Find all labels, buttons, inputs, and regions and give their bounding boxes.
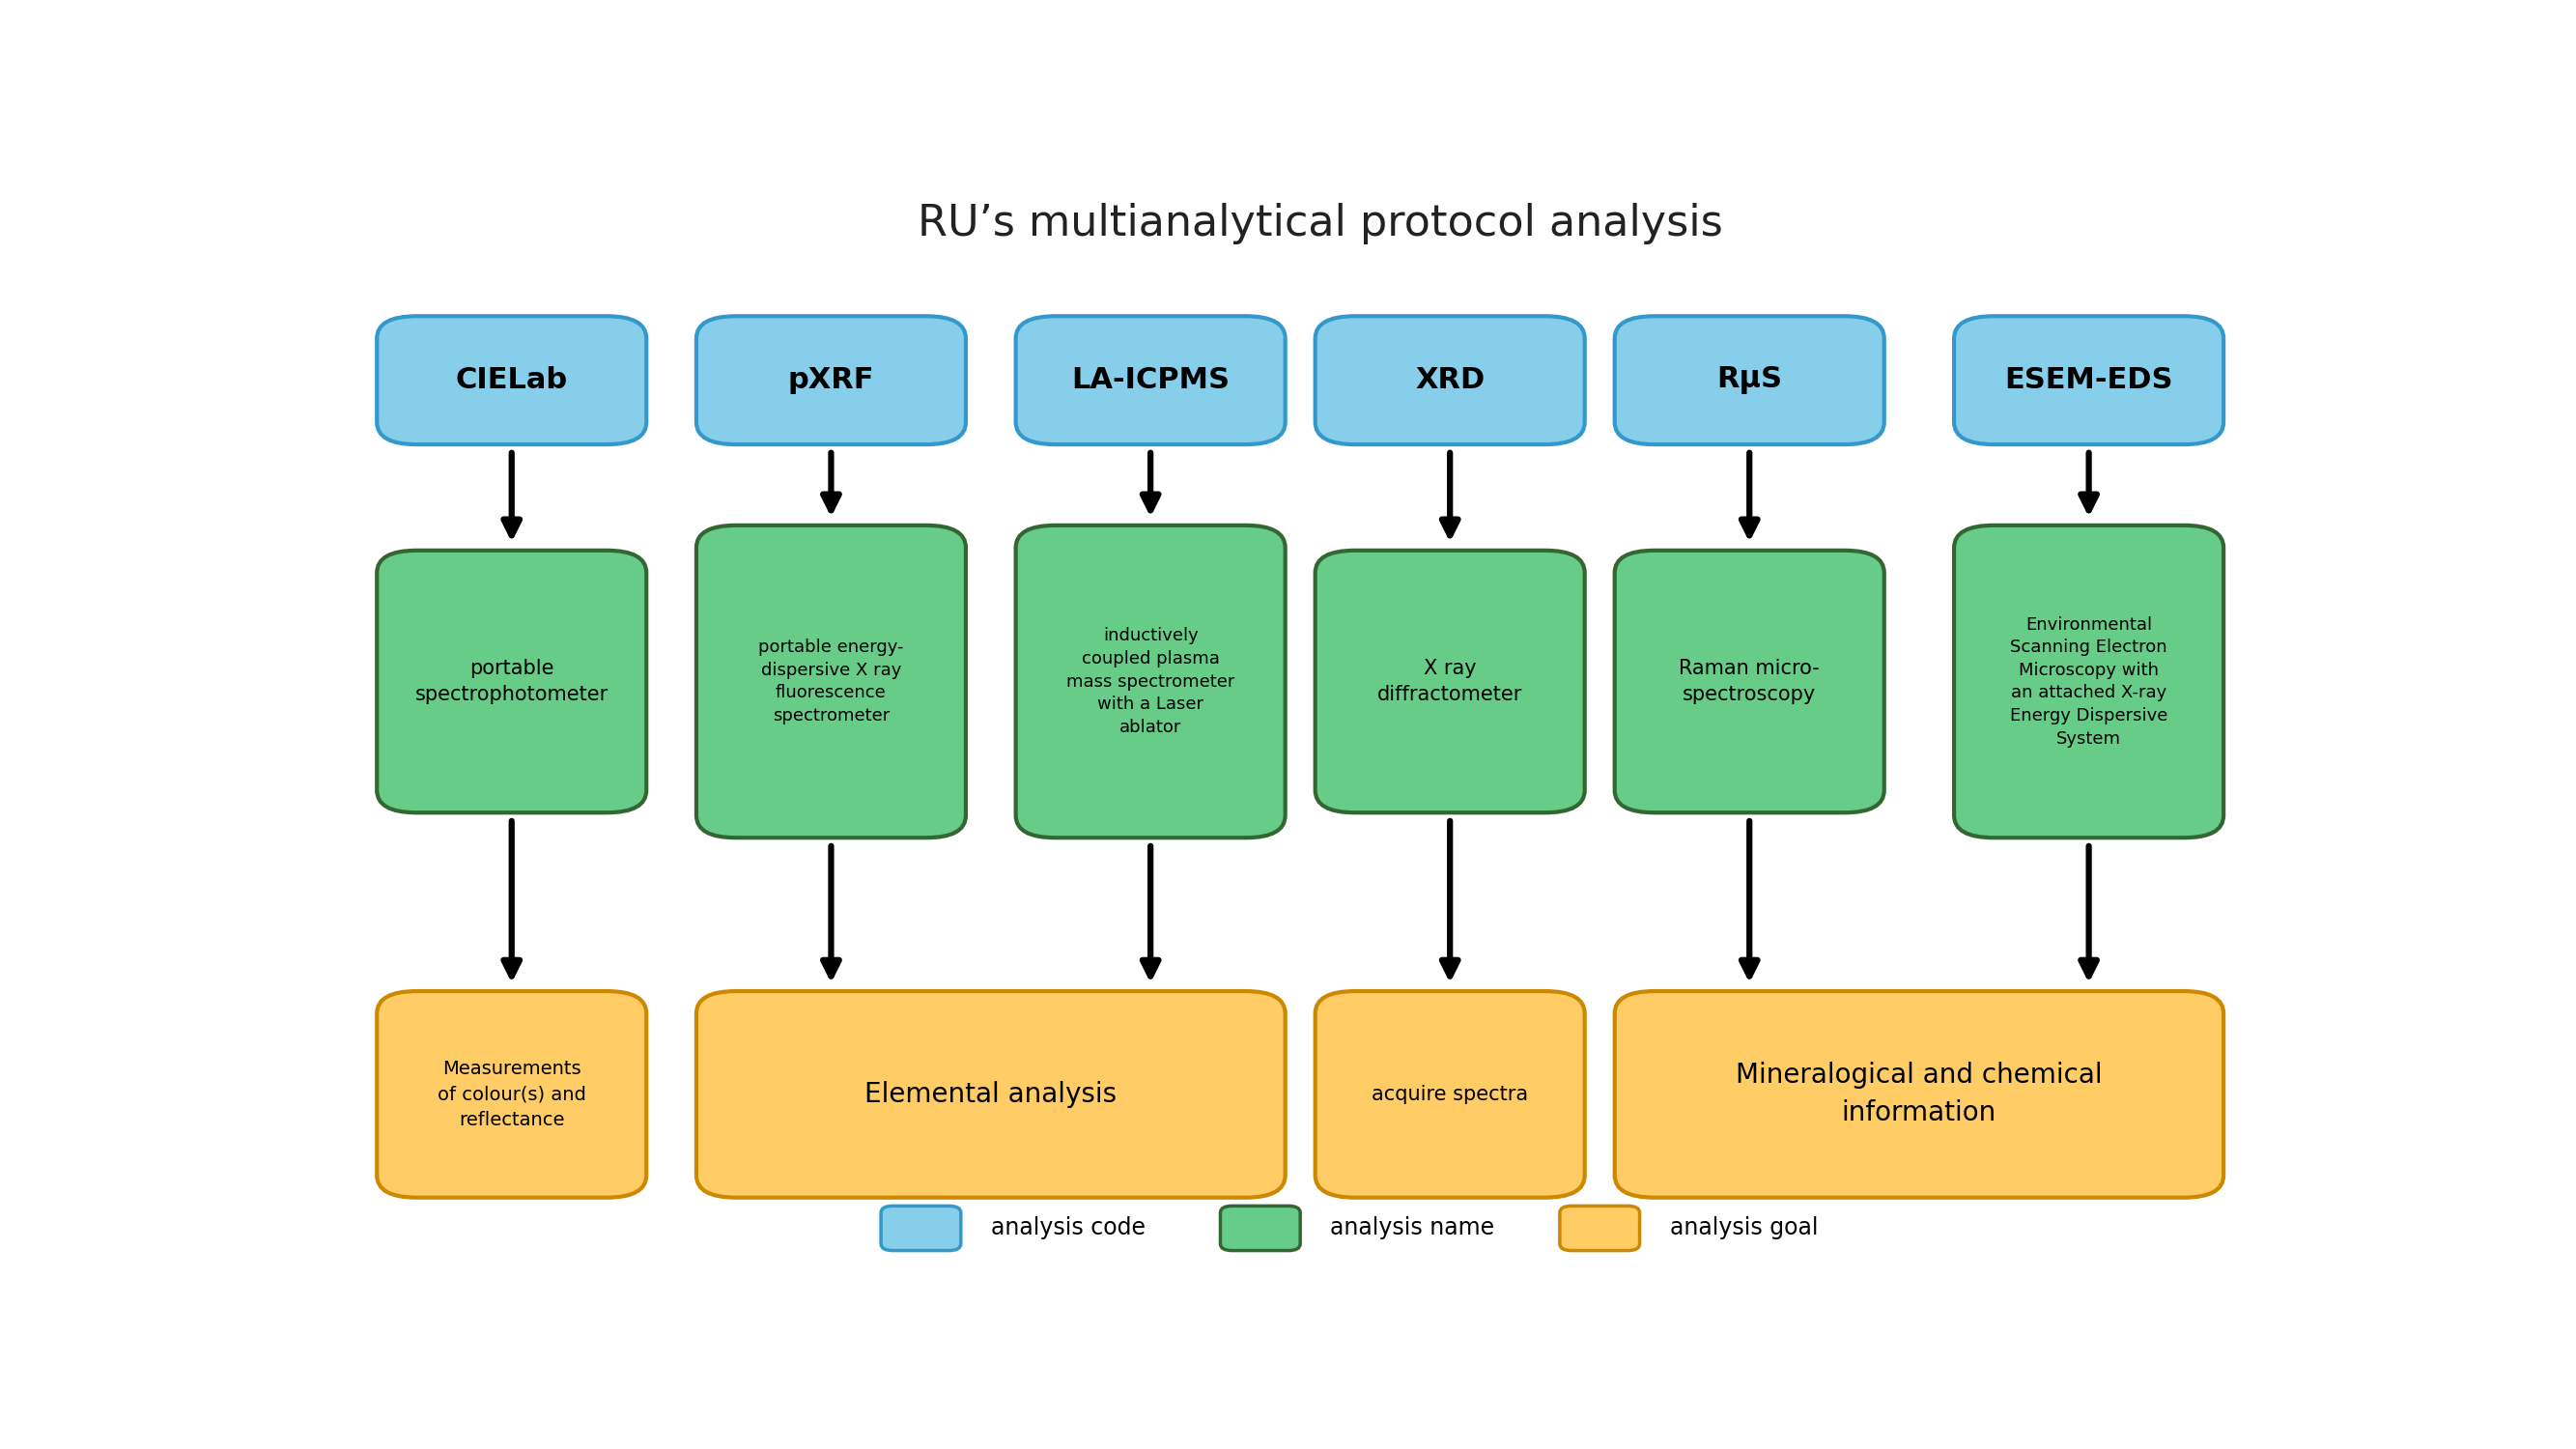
Text: analysis goal: analysis goal bbox=[1669, 1217, 1819, 1240]
Text: Mineralogical and chemical
information: Mineralogical and chemical information bbox=[1736, 1062, 2102, 1127]
FancyBboxPatch shape bbox=[1316, 551, 1584, 813]
FancyBboxPatch shape bbox=[1615, 316, 1883, 445]
Text: pXRF: pXRF bbox=[788, 367, 873, 394]
Text: acquire spectra: acquire spectra bbox=[1370, 1085, 1528, 1104]
Text: inductively
coupled plasma
mass spectrometer
with a Laser
ablator: inductively coupled plasma mass spectrom… bbox=[1066, 627, 1234, 736]
Text: RμS: RμS bbox=[1716, 367, 1783, 394]
FancyBboxPatch shape bbox=[1955, 526, 2223, 838]
FancyBboxPatch shape bbox=[881, 1206, 961, 1250]
Text: portable
spectrophotometer: portable spectrophotometer bbox=[415, 659, 608, 704]
Text: Elemental analysis: Elemental analysis bbox=[866, 1081, 1118, 1108]
Text: CIELab: CIELab bbox=[456, 367, 567, 394]
FancyBboxPatch shape bbox=[1015, 316, 1285, 445]
FancyBboxPatch shape bbox=[1615, 991, 2223, 1197]
FancyBboxPatch shape bbox=[1316, 316, 1584, 445]
FancyBboxPatch shape bbox=[696, 526, 966, 838]
Text: portable energy-
dispersive X ray
fluorescence
spectrometer: portable energy- dispersive X ray fluore… bbox=[757, 639, 904, 724]
Text: RU’s multianalytical protocol analysis: RU’s multianalytical protocol analysis bbox=[917, 203, 1723, 245]
FancyBboxPatch shape bbox=[696, 316, 966, 445]
FancyBboxPatch shape bbox=[376, 551, 647, 813]
FancyBboxPatch shape bbox=[1316, 991, 1584, 1197]
Text: X ray
diffractometer: X ray diffractometer bbox=[1378, 659, 1522, 704]
FancyBboxPatch shape bbox=[1221, 1206, 1301, 1250]
Text: ESEM-EDS: ESEM-EDS bbox=[2004, 367, 2174, 394]
FancyBboxPatch shape bbox=[1615, 551, 1883, 813]
Text: analysis code: analysis code bbox=[992, 1217, 1146, 1240]
FancyBboxPatch shape bbox=[696, 991, 1285, 1197]
Text: Measurements
of colour(s) and
reflectance: Measurements of colour(s) and reflectanc… bbox=[438, 1059, 585, 1129]
FancyBboxPatch shape bbox=[1955, 316, 2223, 445]
Text: Environmental
Scanning Electron
Microscopy with
an attached X-ray
Energy Dispers: Environmental Scanning Electron Microsco… bbox=[2009, 616, 2169, 748]
Text: LA-ICPMS: LA-ICPMS bbox=[1072, 367, 1229, 394]
FancyBboxPatch shape bbox=[1561, 1206, 1641, 1250]
Text: analysis name: analysis name bbox=[1329, 1217, 1494, 1240]
FancyBboxPatch shape bbox=[376, 991, 647, 1197]
FancyBboxPatch shape bbox=[1015, 526, 1285, 838]
Text: Raman micro-
spectroscopy: Raman micro- spectroscopy bbox=[1680, 659, 1819, 704]
FancyBboxPatch shape bbox=[376, 316, 647, 445]
Text: XRD: XRD bbox=[1414, 367, 1484, 394]
